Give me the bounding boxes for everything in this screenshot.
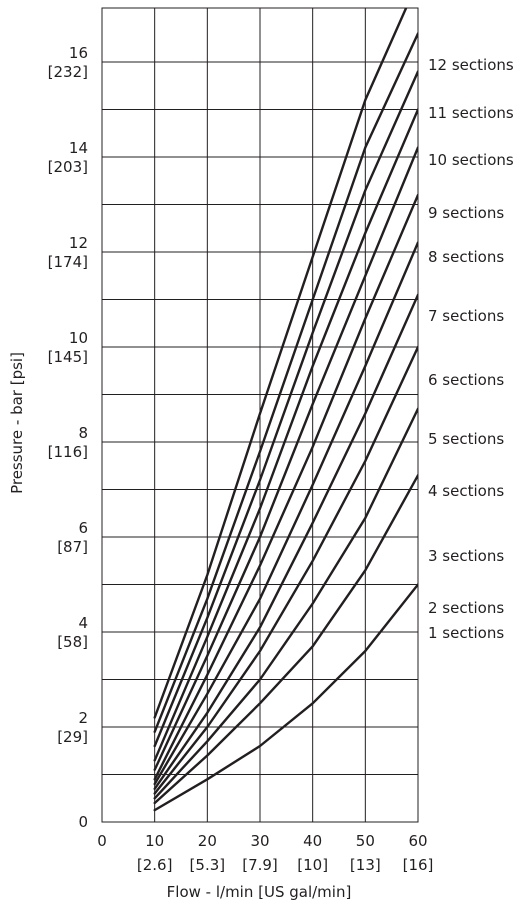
series-line bbox=[153, 70, 418, 748]
series-line bbox=[153, 32, 418, 733]
x-tick-label: 30 bbox=[250, 832, 269, 850]
y-tick-label: 8 bbox=[78, 424, 88, 442]
x-axis-label: Flow - l/min [US gal/min] bbox=[167, 883, 352, 901]
y-tick-label: 6 bbox=[78, 519, 88, 537]
y-axis-ticks: 02[29]4[58]6[87]8[116]10[145]12[174]14[2… bbox=[48, 44, 88, 831]
series-line bbox=[153, 407, 418, 800]
series-label: 10 sections bbox=[428, 151, 514, 169]
y-tick-sublabel: [203] bbox=[48, 158, 88, 176]
series-label: 12 sections bbox=[428, 56, 514, 74]
y-tick-label: 10 bbox=[69, 329, 88, 347]
x-tick-sublabel: [16] bbox=[403, 856, 434, 874]
y-tick-label: 14 bbox=[69, 139, 88, 157]
series-line bbox=[153, 193, 418, 781]
y-tick-sublabel: [58] bbox=[57, 633, 88, 651]
y-tick-sublabel: [87] bbox=[57, 538, 88, 556]
grid bbox=[101, 7, 419, 823]
series-line bbox=[153, 293, 418, 790]
series-label: 6 sections bbox=[428, 371, 504, 389]
x-tick-sublabel: [2.6] bbox=[137, 856, 173, 874]
y-tick-sublabel: [29] bbox=[57, 728, 88, 746]
y-tick-label: 4 bbox=[78, 614, 88, 632]
series-label: 7 sections bbox=[428, 307, 504, 325]
series-label: 5 sections bbox=[428, 430, 504, 448]
x-tick-label: 50 bbox=[356, 832, 375, 850]
x-tick-label: 60 bbox=[408, 832, 427, 850]
x-tick-label: 10 bbox=[145, 832, 164, 850]
y-tick-sublabel: [116] bbox=[48, 443, 88, 461]
x-tick-sublabel: [13] bbox=[350, 856, 381, 874]
y-tick-sublabel: [145] bbox=[48, 348, 88, 366]
series-label: 9 sections bbox=[428, 204, 504, 222]
series-line bbox=[153, 241, 418, 786]
series-label: 4 sections bbox=[428, 482, 504, 500]
x-tick-sublabel: [10] bbox=[297, 856, 328, 874]
series-label: 2 sections bbox=[428, 599, 504, 617]
y-axis-label: Pressure - bar [psi] bbox=[8, 352, 26, 494]
series-label: 11 sections bbox=[428, 104, 514, 122]
y-tick-label: 16 bbox=[69, 44, 88, 62]
x-tick-sublabel: [5.3] bbox=[190, 856, 226, 874]
series-line bbox=[153, 8, 408, 719]
series-line bbox=[153, 583, 418, 812]
series-line bbox=[153, 108, 418, 762]
y-tick-label: 0 bbox=[78, 813, 88, 831]
series-line bbox=[153, 474, 418, 805]
x-axis-ticks: 0 10 [2.6] 20 [5.3] 30 [7.9] 40 [10] 50 [13] 60 [16] bbox=[97, 832, 433, 874]
x-tick-sublabel: [7.9] bbox=[242, 856, 278, 874]
x-tick-label: 40 bbox=[303, 832, 322, 850]
y-tick-sublabel: [232] bbox=[48, 63, 88, 81]
series-line bbox=[153, 345, 418, 795]
y-tick-sublabel: [174] bbox=[48, 253, 88, 271]
y-tick-label: 2 bbox=[78, 709, 88, 727]
series-line bbox=[153, 146, 418, 771]
series-labels: 1 sections 2 sections 3 sections 4 sections… bbox=[428, 56, 514, 642]
series-label: 1 sections bbox=[428, 624, 504, 642]
x-tick-label: 20 bbox=[198, 832, 217, 850]
series-label: 3 sections bbox=[428, 547, 504, 565]
series-label: 8 sections bbox=[428, 248, 504, 266]
y-tick-label: 12 bbox=[69, 234, 88, 252]
x-tick-label: 0 bbox=[97, 832, 107, 850]
curves bbox=[153, 8, 418, 812]
